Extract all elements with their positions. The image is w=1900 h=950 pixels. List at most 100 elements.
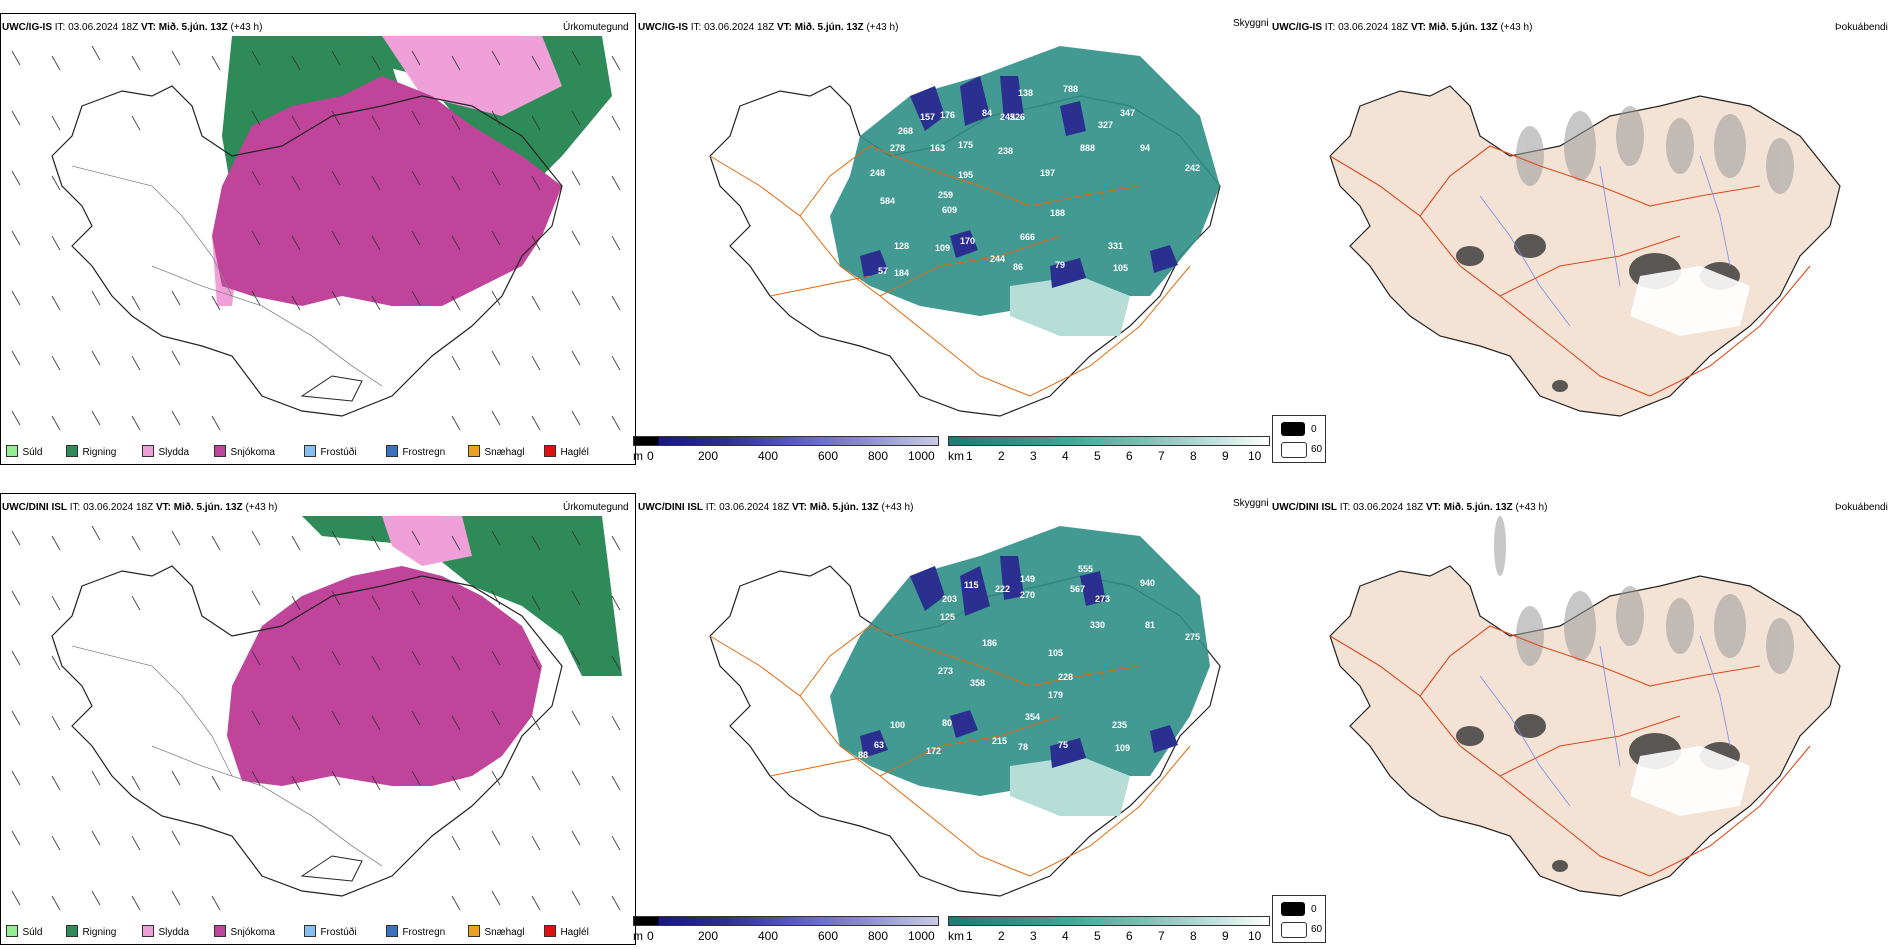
visibility-colorbar-1: km 1 2 3 4 5 6 7 8 9 10 [948, 436, 1270, 466]
fog-tick: 0 [1311, 424, 1317, 435]
colorbar-tick: 2 [998, 449, 1005, 463]
vis-label: 170 [960, 236, 975, 246]
vt-value: Mið. 5.jún. 13Z [158, 22, 228, 33]
it-value: 03.06.2024 18Z [719, 502, 790, 513]
vt-label: VT: [155, 502, 171, 513]
legend-swatch [214, 444, 226, 457]
vis-label: 81 [1145, 620, 1155, 630]
legend-label: Slydda [158, 927, 190, 938]
panel-header-2c: UWC/DINI ISL IT: 03.06.2024 18Z VT: Mið.… [1272, 502, 1547, 514]
vis-label: 788 [1063, 84, 1078, 94]
legend-item: Súld [6, 922, 42, 940]
colorbar-tick: 10 [1248, 449, 1262, 463]
legend-swatch [214, 924, 226, 937]
colorbar-tick: 3 [1030, 449, 1037, 463]
legend-swatch [304, 444, 316, 457]
lead-time: (+43 h) [245, 502, 278, 513]
colorbar-tick: 4 [1062, 929, 1069, 943]
panel-header-2a: UWC/DINI ISL IT: 03.06.2024 18Z VT: Mið.… [2, 502, 277, 514]
model-name: UWC/IG-IS [1272, 22, 1322, 33]
legend-swatch [386, 924, 398, 937]
vis-label: 109 [1115, 743, 1130, 753]
vis-label: 278 [890, 143, 905, 153]
colorbar-tick: 200 [698, 449, 719, 463]
vis-label: 157 [920, 112, 935, 122]
legend-swatch [544, 444, 556, 457]
fog-title: Þokuábendi [1835, 22, 1888, 33]
legend-label: Snjókoma [230, 447, 275, 458]
vt-value: Mið. 5.jún. 13Z [1443, 502, 1513, 513]
vis-label: 105 [1048, 648, 1063, 658]
colorbar-tick: 3 [1030, 929, 1037, 943]
vis-label: 186 [982, 638, 997, 648]
fog-tick: 60 [1311, 924, 1323, 935]
precip-type-title: Úrkomutegund [563, 502, 629, 513]
model-name: UWC/DINI ISL [638, 502, 703, 513]
vis-label: 63 [874, 740, 884, 750]
visibility-colorbar-2: km 1 2 3 4 5 6 7 8 9 10 [948, 916, 1270, 946]
vis-label: 57 [878, 266, 888, 276]
colorbar-tick: 8 [1190, 449, 1197, 463]
vt-label: VT: [776, 22, 792, 33]
legend-item: Snjókoma [214, 442, 275, 460]
colorbar-strip [948, 436, 1270, 446]
fog-legend-1: 0 60 [1272, 415, 1326, 463]
vis-label: 226 [1010, 112, 1025, 122]
model-name: UWC/IG-IS [2, 22, 52, 33]
vt-label: VT: [140, 22, 156, 33]
colorbar-unit: m [633, 929, 643, 943]
legend-swatch [468, 444, 480, 457]
vis-label: 888 [1080, 143, 1095, 153]
vis-label: 235 [1112, 720, 1127, 730]
fog-map-1 [1329, 85, 1841, 417]
vis-label: 184 [894, 268, 909, 278]
colorbar-tick: 600 [818, 449, 839, 463]
colorbar-tick: 1 [966, 929, 973, 943]
vis-label: 270 [1020, 590, 1035, 600]
vis-label: 609 [942, 205, 957, 215]
vis-label: 172 [926, 746, 941, 756]
legend-swatch [142, 924, 154, 937]
vis-label: 105 [1113, 263, 1128, 273]
lead-time: (+43 h) [881, 502, 914, 513]
panel-header-1c: UWC/IG-IS IT: 03.06.2024 18Z VT: Mið. 5.… [1272, 22, 1532, 34]
vis-label: 88 [858, 750, 868, 760]
vt-label: VT: [791, 502, 807, 513]
legend-item: Rigning [66, 922, 116, 940]
panel-header-1b: UWC/IG-IS IT: 03.06.2024 18Z VT: Mið. 5.… [638, 22, 898, 34]
legend-label: Haglél [560, 447, 589, 458]
vis-label: 176 [940, 110, 955, 120]
precip-legend-1: Súld Rigning Slydda Snjókoma Frostúði Fr… [6, 442, 626, 458]
lead-time: (+43 h) [866, 22, 899, 33]
legend-item: Haglél [544, 442, 589, 460]
vis-label: 149 [1020, 574, 1035, 584]
vis-label: 203 [942, 594, 957, 604]
it-value: 03.06.2024 18Z [83, 502, 154, 513]
vis-label: 358 [970, 678, 985, 688]
vis-label: 245 [1000, 112, 1015, 122]
precip-type-map-1 [2, 36, 634, 436]
vis-label: 86 [1013, 262, 1023, 272]
vis-label: 179 [1048, 690, 1063, 700]
legend-label: Frostregn [402, 447, 446, 458]
model-name: UWC/IG-IS [638, 22, 688, 33]
model-name: UWC/DINI ISL [1272, 502, 1337, 513]
legend-label: Rigning [82, 447, 117, 458]
colorbar-strip [633, 436, 939, 446]
vis-label: 215 [992, 736, 1007, 746]
vis-label: 248 [870, 168, 885, 178]
vis-label: 222 [995, 584, 1010, 594]
vis-label: 228 [1058, 672, 1073, 682]
vis-label: 242 [1185, 163, 1200, 173]
fog-swatch-black [1281, 422, 1305, 436]
legend-swatch [66, 444, 78, 457]
vis-label: 94 [1140, 143, 1150, 153]
vis-label: 188 [1050, 208, 1065, 218]
vis-label: 79 [1055, 260, 1065, 270]
legend-item: Rigning [66, 442, 116, 460]
model-name: UWC/DINI ISL [2, 502, 67, 513]
precip-legend-2: Súld Rigning Slydda Snjókoma Frostúði Fr… [6, 922, 626, 938]
fog-swatch-white [1281, 922, 1307, 938]
vis-label: 100 [890, 720, 905, 730]
colorbar-tick: 6 [1126, 449, 1133, 463]
